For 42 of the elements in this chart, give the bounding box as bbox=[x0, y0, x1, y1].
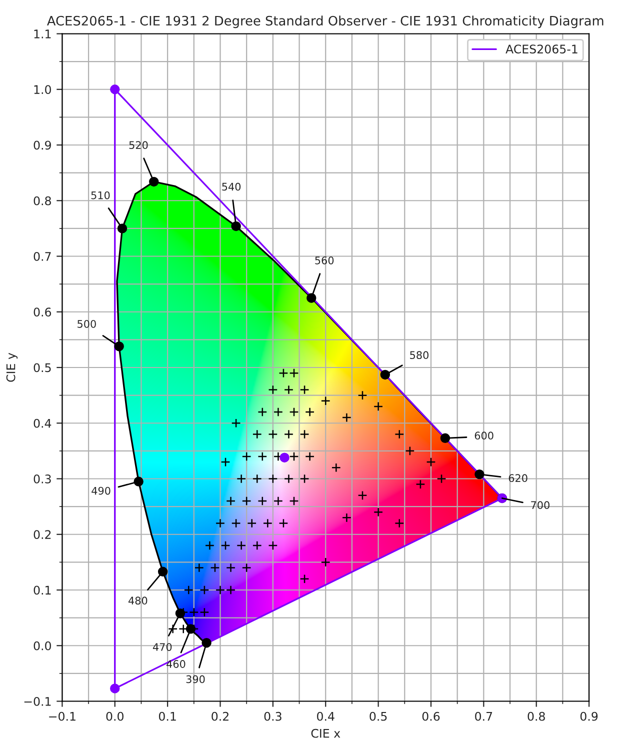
annotation: 520 bbox=[129, 141, 148, 150]
y-tick-label: 0.6 bbox=[34, 308, 52, 317]
x-tick-label: 0.3 bbox=[264, 712, 282, 721]
y-tick-label: 0.7 bbox=[34, 252, 51, 261]
annotation: 560 bbox=[315, 256, 334, 264]
annotation: 620 bbox=[508, 474, 528, 482]
x-tick-label: −0.1 bbox=[49, 712, 76, 721]
annotation: 510 bbox=[91, 191, 110, 200]
y-tick-label: 0.8 bbox=[34, 196, 51, 206]
y-tick-label: 0.5 bbox=[34, 363, 51, 372]
annotation: 470 bbox=[152, 643, 172, 651]
y-tick-label: 0.4 bbox=[34, 418, 52, 428]
legend-label: ACES2065-1 bbox=[506, 44, 578, 54]
annotation: 390 bbox=[186, 675, 205, 684]
y-tick-label: 0.9 bbox=[34, 140, 51, 150]
x-tick-label: 0.1 bbox=[158, 712, 176, 721]
x-axis-title: CIE x bbox=[311, 728, 340, 738]
y-tick-label: 1.0 bbox=[34, 85, 51, 94]
x-tick-label: 0.4 bbox=[317, 712, 334, 721]
chart-title: ACES2065-1 - CIE 1931 2 Degree Standard Observer - CIE 1931 Chromaticity Diagram bbox=[47, 16, 604, 28]
annotation: 600 bbox=[474, 432, 494, 440]
x-tick-label: 0.5 bbox=[370, 712, 387, 721]
annotation: 500 bbox=[78, 320, 96, 328]
annotation: 490 bbox=[92, 486, 110, 495]
x-tick-label: 0.6 bbox=[422, 712, 440, 721]
y-axis-title: CIE y bbox=[6, 352, 18, 382]
annotation: 480 bbox=[128, 596, 148, 605]
y-tick-label: 0.0 bbox=[34, 641, 51, 650]
y-tick-label: 0.1 bbox=[34, 586, 51, 595]
x-tick-label: 0.7 bbox=[475, 712, 492, 721]
x-tick-label: 0.9 bbox=[580, 712, 598, 721]
x-tick-label: 0.0 bbox=[106, 712, 124, 721]
y-tick-label: 1.1 bbox=[34, 30, 51, 38]
x-tick-label: 0.2 bbox=[212, 712, 228, 721]
annotation: 460 bbox=[166, 660, 186, 668]
annotation: 700 bbox=[531, 501, 550, 510]
annotation: 540 bbox=[222, 182, 241, 191]
x-tick-label: 0.8 bbox=[528, 712, 545, 721]
y-tick-label: 0.3 bbox=[34, 474, 51, 484]
y-tick-label: 0.2 bbox=[34, 530, 51, 540]
y-tick-label: −0.1 bbox=[24, 696, 51, 706]
annotation: 580 bbox=[410, 351, 428, 360]
